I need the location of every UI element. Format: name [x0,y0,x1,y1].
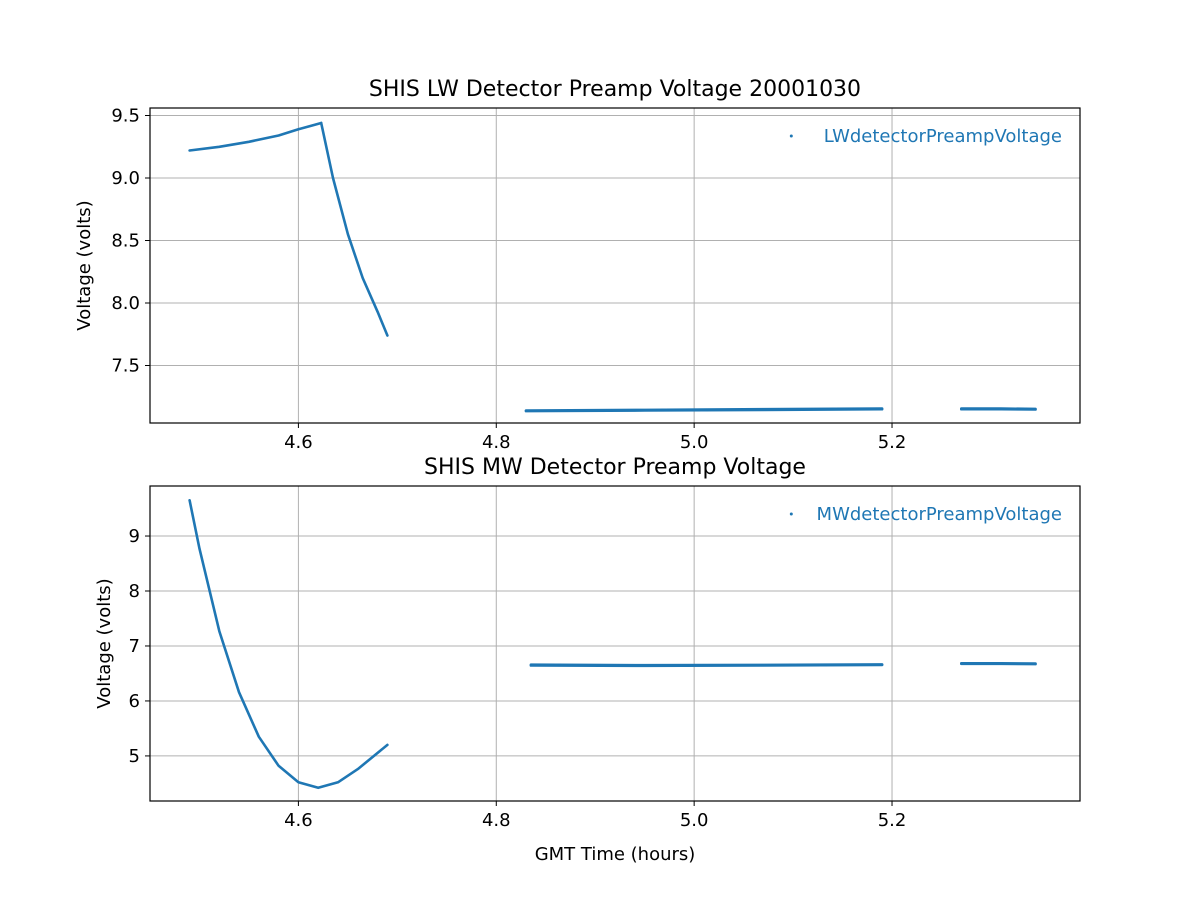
legend-marker [789,134,793,138]
series-segment [319,121,389,337]
chart-2: 4.6 4.8 5.0 5.2 5 6 7 8 9 SHIS MW Detector Preamp… [94,455,1081,865]
y-tick-label: 9.0 [111,168,140,189]
x-tick-label: 5.2 [878,432,907,453]
y-axis-label: Voltage (volts) [74,200,95,330]
series-segment [524,407,884,413]
y-tick-label: 7 [129,636,140,657]
legend-label: LWdetectorPreampVoltage [824,126,1062,147]
legend-label: MWdetectorPreampVoltage [817,504,1062,525]
x-tick-label: 4.6 [284,432,313,453]
series-segment [529,663,884,668]
y-tick-label: 9.5 [111,106,140,127]
x-tick-label: 5.0 [680,810,709,831]
y-tick-label: 8.0 [111,293,140,314]
chart-title: SHIS LW Detector Preamp Voltage 20001030 [369,77,861,102]
x-tick-label: 4.6 [284,810,313,831]
y-tick-label: 8.5 [111,231,140,252]
x-axis-label: GMT Time (hours) [535,844,696,865]
series-1 [188,121,1037,413]
y-tick-label: 7.5 [111,356,140,377]
x-tick-label: 5.2 [878,810,907,831]
y-tick-label: 9 [129,526,140,547]
x-tick-label: 4.8 [482,810,511,831]
series-1 [188,498,1037,790]
x-tick-label: 4.8 [482,432,511,453]
y-tick-label: 6 [129,691,140,712]
axes-frame [149,107,1081,424]
series-segment [188,498,389,790]
axes-frame [149,485,1081,802]
series-segment [188,121,323,152]
y-tick-label: 8 [129,581,140,602]
x-tick-label: 5.0 [680,432,709,453]
chart-1: 4.6 4.8 5.0 5.2 7.5 8.0 8.5 9.0 9.5 SHIS LW Detec… [74,77,1081,453]
legend-marker [789,512,793,516]
y-axis-label: Voltage (volts) [94,578,115,708]
y-tick-label: 5 [129,746,140,767]
chart-title: SHIS MW Detector Preamp Voltage [424,455,806,480]
